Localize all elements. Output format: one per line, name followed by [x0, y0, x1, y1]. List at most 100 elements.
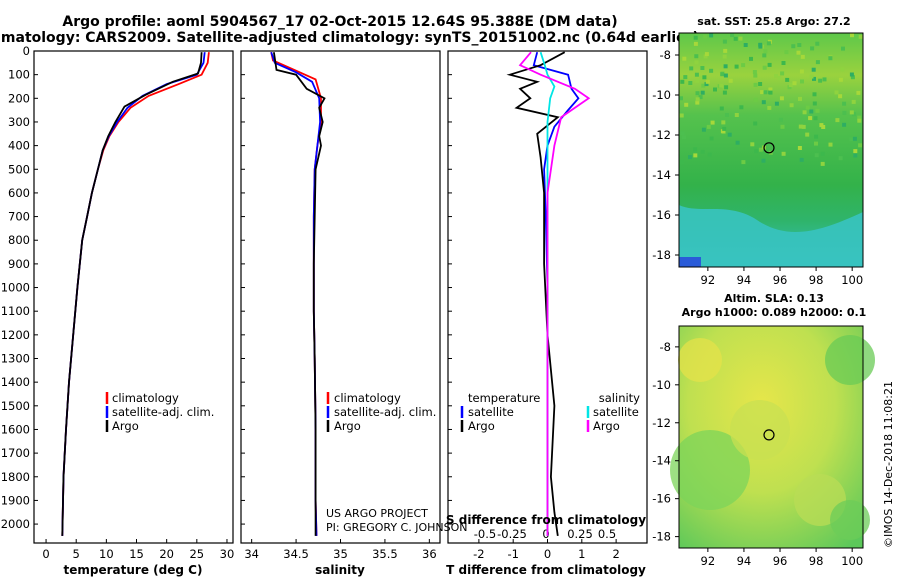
- sst-pixel: [701, 83, 706, 88]
- pressure-tick-label: 100: [8, 68, 30, 82]
- sst-pixel: [720, 129, 725, 134]
- x-tick-label: 35: [333, 547, 348, 561]
- series-satellite-adj-clim-: [61, 52, 206, 536]
- sst-pixel: [702, 75, 707, 80]
- pressure-tick-label: 1100: [1, 304, 30, 318]
- legend-label-satellite: satellite-adj. clim.: [112, 405, 214, 419]
- pressure-tick-label: 1600: [1, 422, 30, 436]
- sst-pixel: [684, 102, 689, 107]
- sst-pixel: [763, 49, 768, 54]
- sst-pixel: [838, 156, 843, 161]
- sst-pixel: [820, 161, 825, 166]
- sst-pixel: [733, 36, 738, 41]
- sst-pixel: [840, 67, 845, 72]
- sst-pixel: [834, 90, 839, 95]
- pressure-tick-label: 1800: [1, 470, 30, 484]
- sst-pixel: [688, 81, 693, 85]
- sst-pixel: [828, 142, 833, 147]
- sst-pixel: [713, 87, 717, 92]
- difference-series: [506, 51, 591, 537]
- sst-pixel: [728, 78, 733, 83]
- temperature-xlabel: temperature (deg C): [64, 563, 203, 577]
- map-y-tick-label: -18: [652, 248, 671, 262]
- sst-pixel: [789, 103, 794, 108]
- difference-legend: temperature satellite Argo salinity sate…: [460, 391, 640, 433]
- sst-pixel: [694, 54, 699, 59]
- sla-blob: [730, 400, 790, 460]
- pressure-tick-label: 2000: [1, 517, 30, 531]
- sst-pixel: [694, 60, 699, 65]
- sst-pixel: [703, 54, 708, 59]
- sst-pixel: [808, 116, 813, 121]
- sst-pixel: [761, 158, 766, 163]
- sst-pixel: [680, 79, 685, 84]
- sst-pixel: [800, 54, 805, 59]
- pressure-tick-label: 1900: [1, 493, 30, 507]
- sst-map-axes: 92 94 96 98 100 -8 -10 -12 -14 -16 -18: [652, 48, 863, 287]
- series-temperature-satellite: [532, 51, 580, 536]
- sst-pixel: [779, 96, 784, 101]
- sst-pixel: [693, 41, 698, 46]
- sst-pixel: [723, 64, 728, 69]
- sst-pixel: [722, 126, 727, 131]
- sla-argo-position-marker: [763, 429, 775, 441]
- sst-pixel: [815, 60, 820, 65]
- map-y-tick-label: -8: [660, 48, 671, 62]
- sst-pixel: [710, 120, 715, 125]
- sst-pixel: [811, 67, 816, 72]
- sst-pixel: [679, 160, 684, 165]
- salinity-legend: climatology satellite-adj. clim. Argo: [326, 391, 436, 433]
- map-y-tick-label: -10: [652, 378, 671, 392]
- sla-blob: [825, 335, 875, 385]
- temperature-panel-frame: [33, 50, 234, 544]
- pressure-tick-label: 500: [8, 162, 30, 176]
- sst-pixel: [858, 143, 863, 148]
- sst-pixel: [758, 82, 763, 86]
- sst-pixel: [798, 96, 802, 101]
- legend-label-argo: Argo: [112, 419, 139, 433]
- map-y-tick-label: -12: [652, 416, 671, 430]
- sst-pixel: [762, 65, 767, 70]
- map-y-tick-label: -12: [652, 128, 671, 142]
- sst-pixel: [781, 151, 786, 156]
- sst-pixel: [792, 81, 797, 86]
- sst-pixel: [700, 90, 705, 95]
- sst-pixel: [689, 66, 694, 71]
- s-diff-tick-label: -0.25: [497, 527, 527, 541]
- sst-pixel: [695, 100, 700, 105]
- sst-pixel: [805, 132, 810, 137]
- x-tick-label: 20: [159, 547, 174, 561]
- x-tick-label: 30: [220, 547, 235, 561]
- sst-pixel: [699, 75, 704, 80]
- x-tick-label: 36: [422, 547, 437, 561]
- x-tick-label: 2: [612, 547, 619, 561]
- sst-pixel: [709, 68, 714, 73]
- x-tick-label: 35.5: [372, 547, 398, 561]
- x-tick-label: 34: [244, 547, 259, 561]
- sst-pixel: [838, 77, 843, 82]
- sst-pixel: [709, 33, 714, 38]
- sst-pixel: [727, 132, 732, 137]
- sst-pixel: [693, 147, 698, 152]
- sst-pixel: [695, 97, 700, 102]
- sst-pixel: [695, 78, 700, 83]
- sst-pixel: [706, 124, 711, 129]
- sst-pixel: [852, 112, 857, 117]
- sst-pixel: [766, 41, 771, 46]
- sst-pixel: [761, 100, 766, 105]
- sst-pixel: [856, 90, 861, 95]
- salinity-x-axis: 34 34.5 35 35.5 36: [244, 539, 437, 561]
- sst-pixel: [778, 117, 783, 122]
- sst-pixel: [701, 127, 706, 132]
- sla-map-axes: 92 94 96 98 100 -8 -10 -12 -14 -16 -18: [652, 340, 863, 568]
- sst-pixel: [698, 95, 703, 100]
- map-x-tick-label: 94: [737, 554, 752, 568]
- map-x-tick-label: 98: [809, 273, 824, 287]
- sst-pixel: [850, 75, 855, 80]
- sst-pixel: [754, 149, 759, 154]
- sst-pixel: [857, 115, 862, 120]
- temperature-series: [61, 52, 210, 536]
- sst-pixel: [722, 39, 727, 44]
- sst-pixel: [799, 157, 804, 162]
- sst-pixel: [797, 146, 802, 150]
